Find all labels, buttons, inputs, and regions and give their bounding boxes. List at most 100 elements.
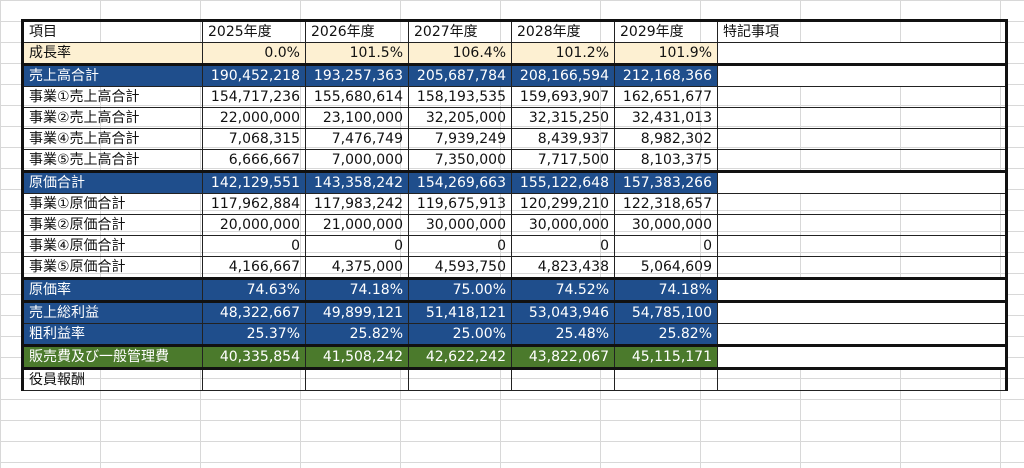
- row-label[interactable]: 事業④原価合計: [21, 235, 203, 257]
- value-cell[interactable]: 30,000,000: [408, 214, 512, 236]
- value-cell[interactable]: 7,068,315: [202, 128, 306, 150]
- value-cell[interactable]: 6,666,667: [202, 149, 306, 173]
- note-cell[interactable]: [717, 107, 1008, 129]
- note-cell[interactable]: [717, 128, 1008, 150]
- value-cell[interactable]: 23,100,000: [305, 107, 409, 129]
- value-cell[interactable]: 120,299,210: [511, 193, 615, 215]
- note-cell[interactable]: [717, 214, 1008, 236]
- value-cell[interactable]: 117,983,242: [305, 193, 409, 215]
- value-cell[interactable]: 42,622,242: [408, 345, 512, 370]
- note-cell[interactable]: [717, 149, 1008, 173]
- note-cell[interactable]: [717, 193, 1008, 215]
- row-label[interactable]: 原価合計: [21, 171, 203, 194]
- value-cell[interactable]: 159,693,907: [511, 86, 615, 108]
- value-cell[interactable]: [614, 368, 718, 391]
- value-cell[interactable]: 25.82%: [305, 323, 409, 347]
- value-cell[interactable]: 32,205,000: [408, 107, 512, 129]
- value-cell[interactable]: 7,717,500: [511, 149, 615, 173]
- value-cell[interactable]: 0.0%: [202, 42, 306, 66]
- value-cell[interactable]: 7,939,249: [408, 128, 512, 150]
- value-cell[interactable]: 0: [511, 235, 615, 257]
- header-fy2027[interactable]: 2027年度: [408, 19, 512, 43]
- value-cell[interactable]: 21,000,000: [305, 214, 409, 236]
- note-cell[interactable]: [717, 86, 1008, 108]
- value-cell[interactable]: [511, 368, 615, 391]
- row-label[interactable]: 売上高合計: [21, 64, 203, 87]
- row-label[interactable]: 役員報酬: [21, 368, 203, 391]
- value-cell[interactable]: 190,452,218: [202, 64, 306, 87]
- note-cell[interactable]: [717, 64, 1008, 87]
- header-fy2028[interactable]: 2028年度: [511, 19, 615, 43]
- value-cell[interactable]: 45,115,171: [614, 345, 718, 370]
- value-cell[interactable]: 212,168,366: [614, 64, 718, 87]
- row-label[interactable]: 事業④売上高合計: [21, 128, 203, 150]
- row-label[interactable]: 事業⑤原価合計: [21, 256, 203, 280]
- value-cell[interactable]: 30,000,000: [614, 214, 718, 236]
- row-label[interactable]: 事業②原価合計: [21, 214, 203, 236]
- header-fy2025[interactable]: 2025年度: [202, 19, 306, 43]
- value-cell[interactable]: 7,476,749: [305, 128, 409, 150]
- value-cell[interactable]: 154,717,236: [202, 86, 306, 108]
- row-label[interactable]: 事業②売上高合計: [21, 107, 203, 129]
- note-cell[interactable]: [717, 171, 1008, 194]
- note-cell[interactable]: [717, 345, 1008, 370]
- value-cell[interactable]: 7,000,000: [305, 149, 409, 173]
- note-cell[interactable]: [717, 301, 1008, 324]
- value-cell[interactable]: 41,508,242: [305, 345, 409, 370]
- value-cell[interactable]: [408, 368, 512, 391]
- value-cell[interactable]: 74.18%: [305, 278, 409, 303]
- row-label[interactable]: 事業⑤売上高合計: [21, 149, 203, 173]
- value-cell[interactable]: 32,431,013: [614, 107, 718, 129]
- value-cell[interactable]: 20,000,000: [202, 214, 306, 236]
- value-cell[interactable]: 30,000,000: [511, 214, 615, 236]
- row-label[interactable]: 成長率: [21, 42, 203, 66]
- note-cell[interactable]: [717, 256, 1008, 280]
- row-label[interactable]: 事業①原価合計: [21, 193, 203, 215]
- value-cell[interactable]: 0: [614, 235, 718, 257]
- value-cell[interactable]: [202, 368, 306, 391]
- value-cell[interactable]: 142,129,551: [202, 171, 306, 194]
- value-cell[interactable]: 0: [408, 235, 512, 257]
- header-item[interactable]: 項目: [21, 19, 203, 43]
- note-cell[interactable]: [717, 235, 1008, 257]
- value-cell[interactable]: 75.00%: [408, 278, 512, 303]
- note-cell[interactable]: [717, 278, 1008, 303]
- value-cell[interactable]: 25.48%: [511, 323, 615, 347]
- value-cell[interactable]: 143,358,242: [305, 171, 409, 194]
- value-cell[interactable]: 25.00%: [408, 323, 512, 347]
- value-cell[interactable]: 208,166,594: [511, 64, 615, 87]
- value-cell[interactable]: 193,257,363: [305, 64, 409, 87]
- value-cell[interactable]: 4,823,438: [511, 256, 615, 280]
- value-cell[interactable]: 106.4%: [408, 42, 512, 66]
- value-cell[interactable]: 51,418,121: [408, 301, 512, 324]
- row-label[interactable]: 事業①売上高合計: [21, 86, 203, 108]
- value-cell[interactable]: 40,335,854: [202, 345, 306, 370]
- value-cell[interactable]: 25.82%: [614, 323, 718, 347]
- row-label[interactable]: 原価率: [21, 278, 203, 303]
- note-cell[interactable]: [717, 368, 1008, 391]
- value-cell[interactable]: 158,193,535: [408, 86, 512, 108]
- value-cell[interactable]: 5,064,609: [614, 256, 718, 280]
- value-cell[interactable]: 101.9%: [614, 42, 718, 66]
- header-fy2026[interactable]: 2026年度: [305, 19, 409, 43]
- value-cell[interactable]: 8,103,375: [614, 149, 718, 173]
- value-cell[interactable]: 43,822,067: [511, 345, 615, 370]
- row-label[interactable]: 売上総利益: [21, 301, 203, 324]
- value-cell[interactable]: 4,166,667: [202, 256, 306, 280]
- note-cell[interactable]: [717, 323, 1008, 347]
- value-cell[interactable]: 155,680,614: [305, 86, 409, 108]
- value-cell[interactable]: 101.5%: [305, 42, 409, 66]
- value-cell[interactable]: 48,322,667: [202, 301, 306, 324]
- value-cell[interactable]: 0: [305, 235, 409, 257]
- value-cell[interactable]: 162,651,677: [614, 86, 718, 108]
- value-cell[interactable]: 74.18%: [614, 278, 718, 303]
- value-cell[interactable]: 53,043,946: [511, 301, 615, 324]
- value-cell[interactable]: 205,687,784: [408, 64, 512, 87]
- value-cell[interactable]: 8,982,302: [614, 128, 718, 150]
- header-fy2029[interactable]: 2029年度: [614, 19, 718, 43]
- row-label[interactable]: 粗利益率: [21, 323, 203, 347]
- value-cell[interactable]: [305, 368, 409, 391]
- value-cell[interactable]: 122,318,657: [614, 193, 718, 215]
- row-label[interactable]: 販売費及び一般管理費: [21, 345, 203, 370]
- value-cell[interactable]: 155,122,648: [511, 171, 615, 194]
